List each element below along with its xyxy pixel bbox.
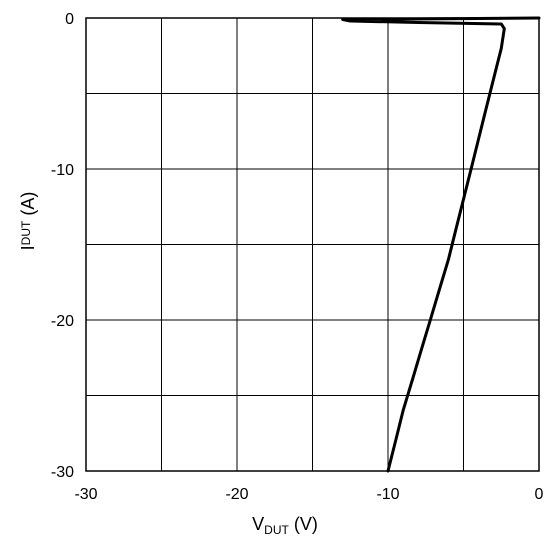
y-tick-labels: 0 -10 -20 -30	[51, 11, 74, 481]
y-tick-label: -10	[51, 162, 74, 179]
x-tick-label: 0	[535, 486, 544, 503]
x-axis-label: VDUT (V)	[252, 514, 318, 536]
series-line	[341, 16, 541, 473]
y-tick-label: -30	[51, 464, 74, 481]
y-axis-label: IDUT (A)	[18, 192, 38, 251]
y-tick-label: -20	[51, 313, 74, 330]
plot-frame	[85, 17, 540, 472]
y-tick-label: 0	[65, 11, 74, 28]
x-tick-label: -10	[376, 486, 399, 503]
x-tick-labels: -30 -20 -10 0	[74, 486, 543, 503]
grid	[86, 18, 539, 471]
x-tick-label: -20	[225, 486, 248, 503]
x-tick-label: -30	[74, 486, 97, 503]
